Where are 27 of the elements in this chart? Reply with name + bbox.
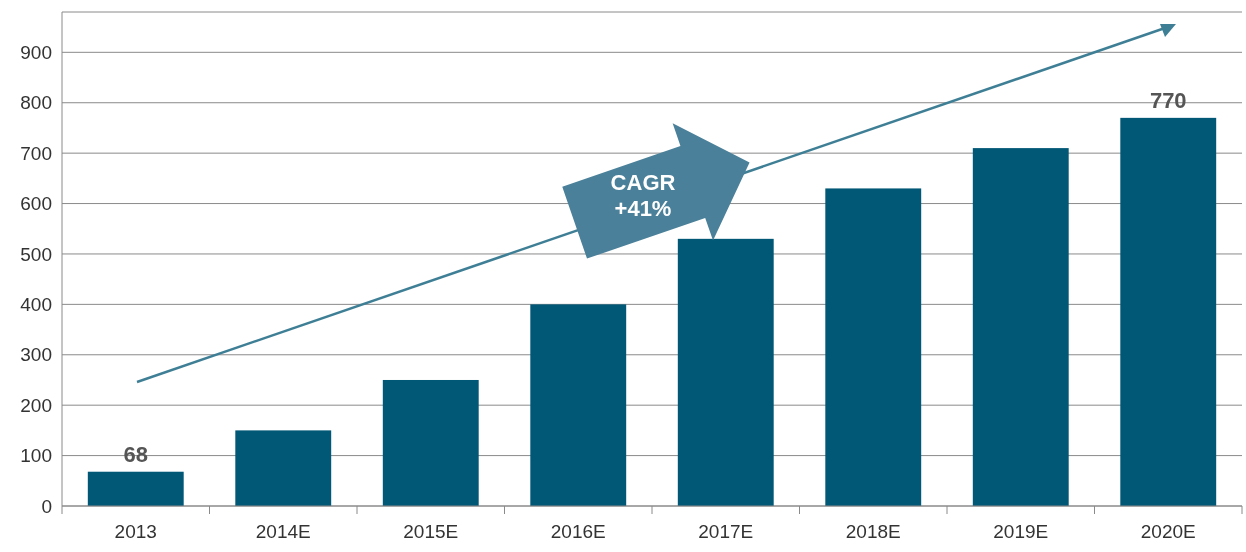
annotation: CAGR +41% xyxy=(610,169,676,221)
y-tick-label: 400 xyxy=(20,294,52,316)
y-tick-label: 800 xyxy=(20,92,52,114)
x-tick-label: 2016E xyxy=(550,521,606,542)
bar xyxy=(87,471,184,506)
bar xyxy=(235,430,332,506)
data-label: 770 xyxy=(1149,87,1187,113)
bar xyxy=(530,304,627,506)
y-tick-label: 300 xyxy=(20,344,52,366)
x-tick-label: 2018E xyxy=(845,521,901,542)
y-tick-label: 600 xyxy=(20,193,52,215)
x-tick-label: 2015E xyxy=(403,521,459,542)
y-tick-label: 100 xyxy=(20,445,52,467)
x-tick-label: 2017E xyxy=(698,521,754,542)
bar xyxy=(382,379,479,506)
x-tick-label: 2020E xyxy=(1140,521,1196,542)
x-tick-label: 2014E xyxy=(255,521,311,542)
y-tick-label: 0 xyxy=(41,495,52,517)
y-tick-label: 900 xyxy=(20,41,52,63)
bar xyxy=(825,188,922,506)
y-tick-label: 500 xyxy=(20,243,52,265)
bar xyxy=(972,148,1069,506)
bar xyxy=(1120,117,1217,506)
x-tick-label: 2013 xyxy=(114,521,157,542)
y-tick-label: 200 xyxy=(20,394,52,416)
x-tick-label: 2019E xyxy=(993,521,1049,542)
y-tick-label: 700 xyxy=(20,142,52,164)
